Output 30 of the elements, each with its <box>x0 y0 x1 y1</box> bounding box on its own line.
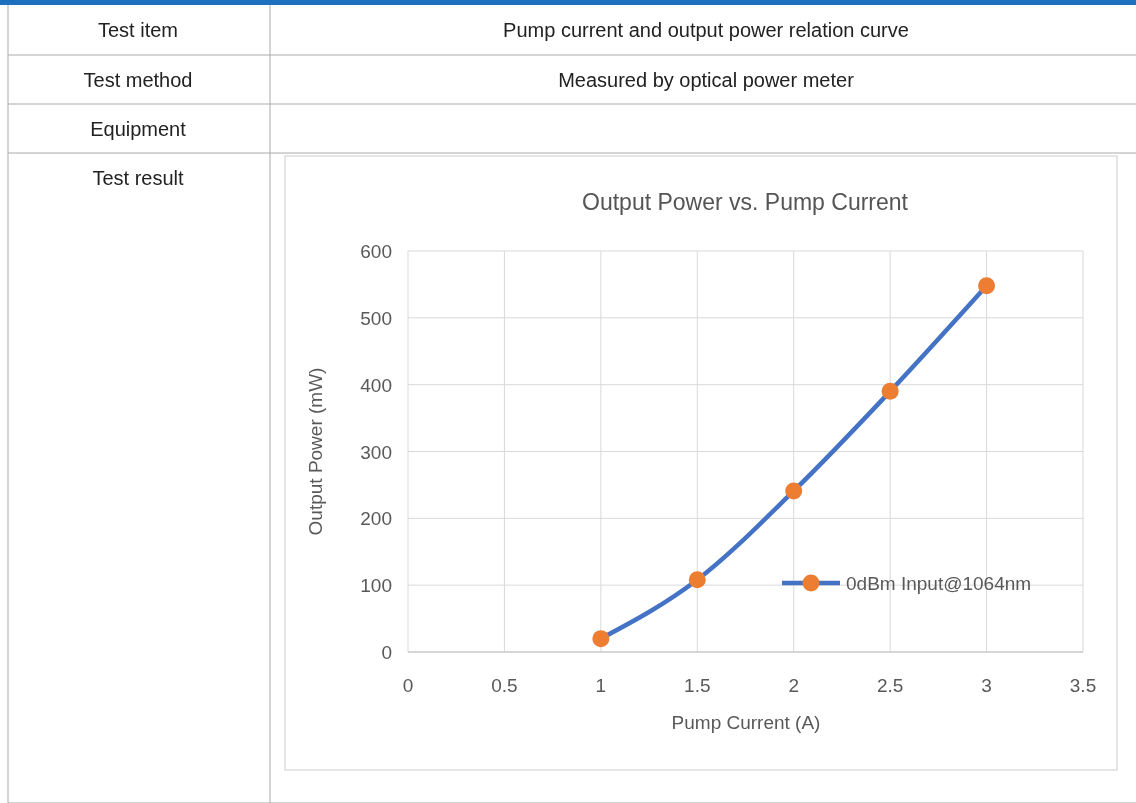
text: Test item <box>97 19 179 41</box>
y-tick-label: 200 <box>360 508 392 530</box>
point <box>881 382 899 400</box>
y-tick-label: 600 <box>360 241 392 262</box>
x-tick-label: 2 <box>788 675 799 696</box>
y-tick-label: 0 <box>381 642 392 663</box>
y-tick-label: 500 <box>360 307 392 329</box>
point <box>688 571 706 589</box>
x-tick-label: 1.5 <box>684 675 711 696</box>
x-tick-label: 0.5 <box>491 675 518 696</box>
text: Measured by optical power meter <box>558 68 855 91</box>
point <box>592 630 610 648</box>
x-tick-label: 1 <box>595 675 607 696</box>
y-tick-label: 100 <box>360 575 392 597</box>
text: Test result <box>92 167 185 189</box>
x-tick-label: 2.5 <box>876 675 904 696</box>
x-tick-label: 3 <box>981 675 992 696</box>
legend-label: 0dBm Input@1064nm <box>846 573 1032 594</box>
text: Equipment <box>90 117 187 140</box>
x-axis-title: Pump Current (A) <box>671 712 821 733</box>
chart-title: Output Power vs. Pump Current <box>582 189 909 215</box>
y-tick-label: 300 <box>360 441 392 463</box>
point <box>978 277 996 295</box>
y-axis-title: Output Power (mW) <box>305 367 326 536</box>
text: Test method <box>83 68 193 91</box>
text: Pump current and output power relation curve <box>503 19 909 41</box>
y-tick-label: 400 <box>360 374 392 396</box>
x-tick-label: 0 <box>402 675 414 696</box>
x-tick-label: 3.5 <box>1069 675 1097 696</box>
point <box>785 482 803 500</box>
